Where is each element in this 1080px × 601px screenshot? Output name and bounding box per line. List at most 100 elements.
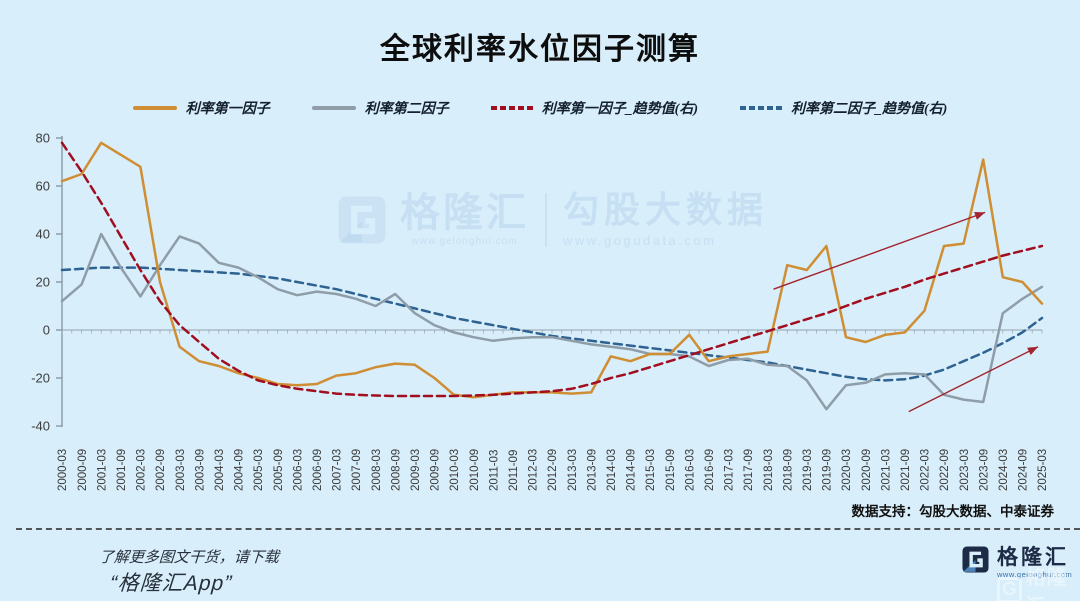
series-line-1 (60, 232, 1044, 411)
dashed-separator (16, 528, 1080, 530)
g-logo-icon (962, 546, 989, 573)
g-logo-icon (338, 196, 386, 244)
x-axis-label: 2016-09 (704, 449, 716, 491)
x-axis-label: 2001-03 (96, 449, 108, 491)
x-axis-label: 2007-03 (332, 449, 344, 491)
x-axis-label: 2018-09 (782, 449, 794, 491)
legend-marker-dashed (490, 106, 533, 110)
watermark-partner-block: 勾股大数据 www.gogudata.com (563, 189, 769, 249)
x-axis-label: 2005-03 (253, 449, 265, 491)
page-title: 全球利率水位因子测算 (380, 33, 700, 66)
x-axis-label: 2003-03 (175, 449, 187, 491)
x-axis-label: 2010-03 (449, 449, 461, 491)
x-axis-label: 2024-09 (1018, 449, 1030, 491)
x-axis-label: 2013-03 (567, 449, 579, 491)
footer-logo-text-block: 格隆汇 www.gelonghui.com (997, 544, 1072, 579)
footer-logo-text: 格隆汇 (997, 546, 1069, 569)
legend-marker-dash (490, 106, 497, 110)
legend-item-2: 利率第一因子_趋势值(右) (490, 98, 698, 118)
trend-arrow-line-0 (773, 211, 986, 290)
legend-item-label: 利率第二因子_趋势值(右) (791, 102, 948, 117)
promo-text-line1: 了解更多图文干货，请下载 (98, 549, 280, 566)
x-axis-label: 2022-09 (939, 449, 951, 491)
legend-marker-dash (517, 106, 524, 110)
y-axis-label: 0 (43, 323, 50, 338)
corner-watermark: G 格隆汇 (997, 561, 1080, 601)
data-support-note: 数据支持：勾股大数据、中泰证券 (851, 504, 1055, 519)
legend-marker-dash (499, 106, 506, 110)
legend-item-label: 利率第二因子 (364, 102, 449, 117)
x-axis-label: 2005-09 (273, 449, 285, 491)
x-axis-label: 2015-09 (665, 449, 677, 491)
x-axis-label: 2013-09 (586, 449, 598, 491)
footer-logo-url: www.gelonghui.com (997, 570, 1073, 579)
legend-item-1: 利率第二因子 (311, 98, 449, 118)
corner-watermark-g-icon: G (997, 577, 1022, 601)
legend-marker-dash (740, 106, 746, 110)
x-axis-label: 2017-03 (724, 449, 736, 491)
x-axis-label: 2011-03 (488, 450, 500, 491)
chart-area: 80 60 40 20 0 -20 -40 2000-03 2000-09 2001-03 2001… (31, 131, 1049, 492)
x-axis-label: 2002-09 (155, 449, 167, 491)
footer-logo: 格隆汇 www.gelonghui.com (960, 544, 1072, 579)
legend-marker-dashed (740, 106, 782, 110)
x-axis-label: 2012-03 (528, 449, 540, 491)
trend-arrow-head-1 (1027, 346, 1039, 356)
y-axis-label: 40 (36, 227, 50, 242)
watermark-partner: 勾股大数据 (563, 189, 769, 230)
x-axis-label: 2008-03 (371, 449, 383, 491)
x-axis-label: 2007-09 (351, 449, 363, 491)
x-axis-label: 2004-09 (234, 449, 246, 491)
x-axis-label: 2016-03 (684, 449, 696, 491)
series-line-2 (60, 141, 1044, 398)
x-axis-label: 2000-09 (77, 449, 89, 491)
x-axis-label: 2001-09 (116, 449, 128, 491)
y-axis-label: 60 (36, 179, 50, 194)
y-axis-label: -40 (31, 419, 50, 434)
x-axis-label: 2023-03 (959, 449, 971, 491)
footer-logo-g-icon (960, 544, 991, 575)
legend-marker-dash (776, 106, 782, 110)
x-axis-label: 2020-09 (861, 449, 873, 491)
legend-item-3: 利率第二因子_趋势值(右) (740, 98, 947, 118)
legend-marker-dash (767, 106, 773, 110)
watermark-brand-block: 格隆汇 www.gelonghui.com (400, 193, 529, 247)
x-axis-label: 2025-03 (1037, 449, 1049, 491)
x-axis-label: 2015-03 (645, 449, 657, 491)
x-axis-label: 2004-03 (214, 449, 226, 491)
x-axis-label: 2008-09 (390, 449, 402, 491)
promo-text-line2: “格隆汇App” (109, 572, 234, 595)
y-axis-label: 80 (36, 131, 50, 146)
x-axis-label: 2003-09 (194, 449, 206, 491)
trend-arrow-line-1 (908, 346, 1039, 413)
legend-item-label: 利率第一因子_趋势值(右) (541, 102, 698, 117)
x-axis-label: 2023-09 (978, 449, 990, 491)
x-axis-label: 2002-03 (136, 449, 148, 491)
legend-item-label: 利率第一因子 (185, 102, 270, 117)
legend-item-0: 利率第一因子 (132, 98, 270, 118)
legend-marker-dash (749, 106, 755, 110)
x-axis-label: 2021-09 (900, 449, 912, 491)
y-axis-label: 20 (36, 275, 50, 290)
legend: 利率第一因子 利率第二因子 利率第一因子_趋势值(右) 利率第二因子_趋势值(右) (0, 98, 1080, 118)
x-axis-label: 2010-09 (469, 449, 481, 491)
legend-marker-dash (758, 106, 764, 110)
x-axis-label: 2006-09 (312, 449, 324, 491)
series-line-0 (60, 141, 1044, 399)
x-axis-label: 2019-09 (822, 449, 834, 491)
watermark-logo-icon (334, 192, 390, 248)
watermark-brand: 格隆汇 (400, 191, 529, 235)
trend-arrow-head-0 (974, 212, 986, 220)
x-axis-label: 2011-09 (508, 450, 520, 491)
x-axis-label: 2019-03 (802, 449, 814, 491)
watermark-divider (545, 193, 547, 247)
x-axis-label: 2006-03 (292, 449, 304, 491)
legend-marker-dash (526, 106, 533, 110)
x-axis-label: 2012-09 (547, 449, 559, 491)
x-axis-label: 2021-03 (880, 449, 892, 491)
x-axis-label: 2020-03 (841, 449, 853, 491)
x-axis-label: 2014-09 (626, 449, 638, 491)
x-axis-label: 2009-03 (410, 449, 422, 491)
x-axis-label: 2022-03 (920, 449, 932, 491)
